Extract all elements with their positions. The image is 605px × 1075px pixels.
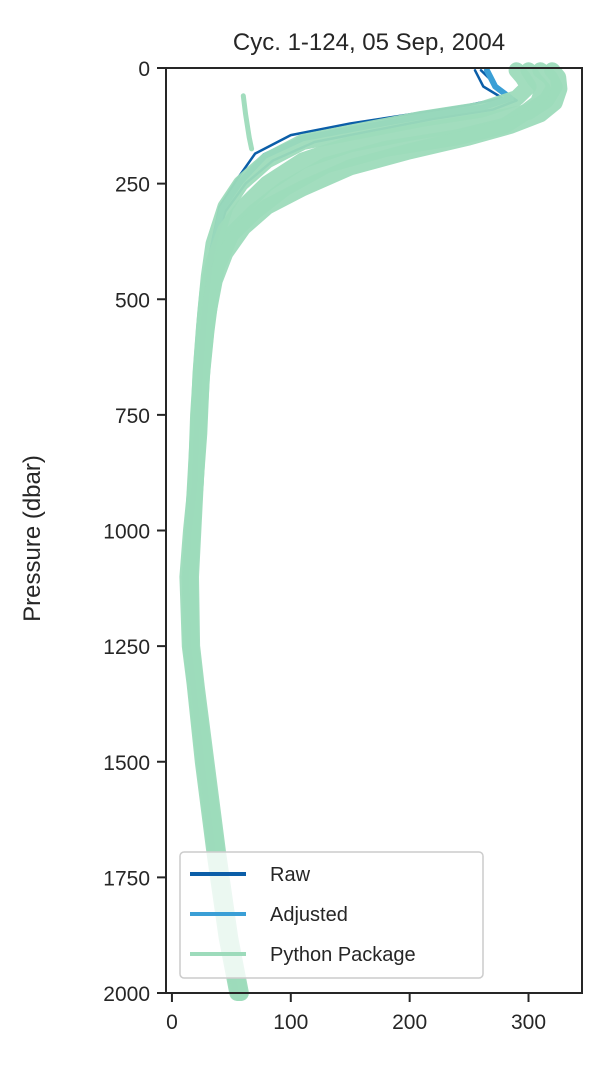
y-tick-label: 500 (115, 289, 150, 312)
series-python-package (179, 62, 568, 1001)
y-tick-label: 750 (115, 405, 150, 428)
legend-label: Python Package (270, 944, 416, 966)
series-layer (179, 62, 568, 1001)
x-axis: 0 100 200 300 (166, 993, 546, 1034)
y-tick-label: 0 (138, 58, 150, 81)
y-tick-label: 1500 (103, 752, 150, 775)
legend-box (179, 851, 484, 979)
y-axis: 0 250 500 750 1000 1250 1500 1750 2000 (103, 58, 166, 1006)
y-axis-label: Pressure (dbar) (19, 455, 46, 622)
x-tick-label: 0 (166, 1011, 178, 1034)
y-tick-label: 1250 (103, 636, 150, 659)
chart-title: Cyc. 1-124, 05 Sep, 2004 (233, 29, 505, 56)
y-tick-label: 2000 (103, 983, 150, 1006)
x-tick-label: 100 (273, 1011, 308, 1034)
y-tick-label: 250 (115, 174, 150, 197)
series-line (240, 93, 255, 152)
legend-label: Raw (270, 864, 311, 886)
legend-label: Adjusted (270, 904, 348, 926)
x-tick-label: 200 (392, 1011, 427, 1034)
y-tick-label: 1750 (103, 867, 150, 890)
legend: Raw Adjusted Python Package (179, 851, 484, 979)
series-line (183, 62, 568, 1001)
y-tick-label: 1000 (103, 521, 150, 544)
x-tick-label: 300 (511, 1011, 546, 1034)
